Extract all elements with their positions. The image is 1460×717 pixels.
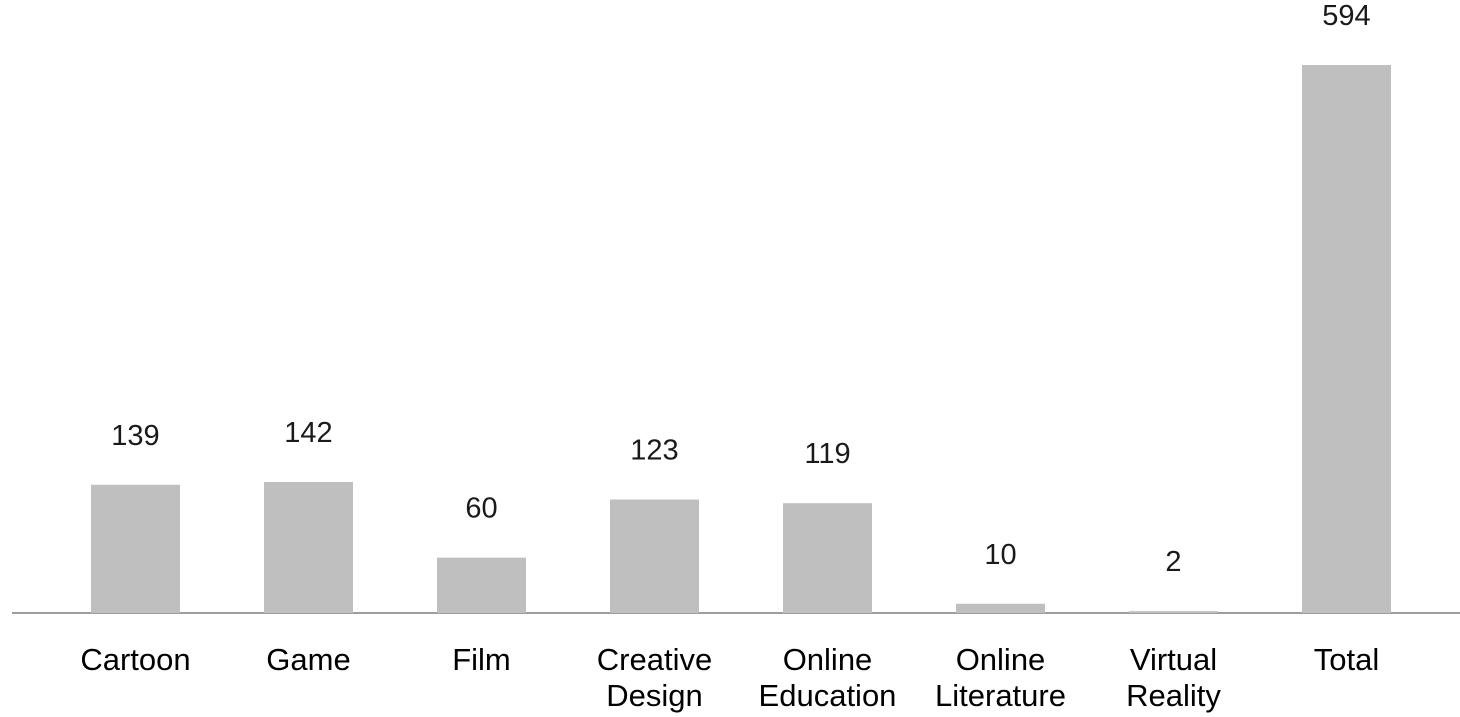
category-label-5-line-0: Online	[956, 642, 1046, 677]
bar-6	[1129, 611, 1218, 613]
category-label-6: Virtual Reality	[1126, 642, 1221, 713]
category-label-7-line-0: Total	[1314, 642, 1379, 677]
category-label-3: Creative Design	[597, 642, 712, 713]
category-label-0-line-0: Cartoon	[80, 642, 190, 677]
category-label-3-line-1: Design	[606, 678, 703, 713]
data-label-6: 2	[1165, 546, 1181, 578]
bar-2	[437, 557, 526, 613]
bar-1	[264, 481, 353, 613]
bar-7	[1302, 65, 1391, 613]
bar-4	[783, 503, 872, 613]
data-label-7: 594	[1322, 0, 1370, 32]
category-label-2-line-0: Film	[452, 642, 511, 677]
category-label-2: Film	[452, 642, 511, 677]
data-label-3: 123	[630, 435, 678, 467]
category-label-5: Online Literature	[935, 642, 1066, 713]
bar-3	[610, 499, 699, 613]
category-label-5-line-1: Literature	[935, 678, 1066, 713]
category-label-0: Cartoon	[80, 642, 190, 677]
bar-0	[91, 484, 180, 613]
bar-5	[956, 603, 1045, 613]
data-label-5: 10	[984, 539, 1016, 571]
category-label-1-line-0: Game	[266, 642, 350, 677]
category-label-7: Total	[1314, 642, 1379, 677]
category-label-4: Online Education	[759, 642, 897, 713]
category-label-3-line-0: Creative	[597, 642, 712, 677]
data-label-0: 139	[111, 420, 159, 452]
category-label-4-line-1: Education	[759, 678, 897, 713]
data-label-1: 142	[284, 417, 332, 449]
data-label-2: 60	[465, 493, 497, 525]
category-label-4-line-0: Online	[783, 642, 873, 677]
category-label-6-line-1: Reality	[1126, 678, 1221, 713]
data-label-4: 119	[804, 438, 850, 470]
category-label-1: Game	[266, 642, 350, 677]
category-label-6-line-0: Virtual	[1130, 642, 1217, 677]
